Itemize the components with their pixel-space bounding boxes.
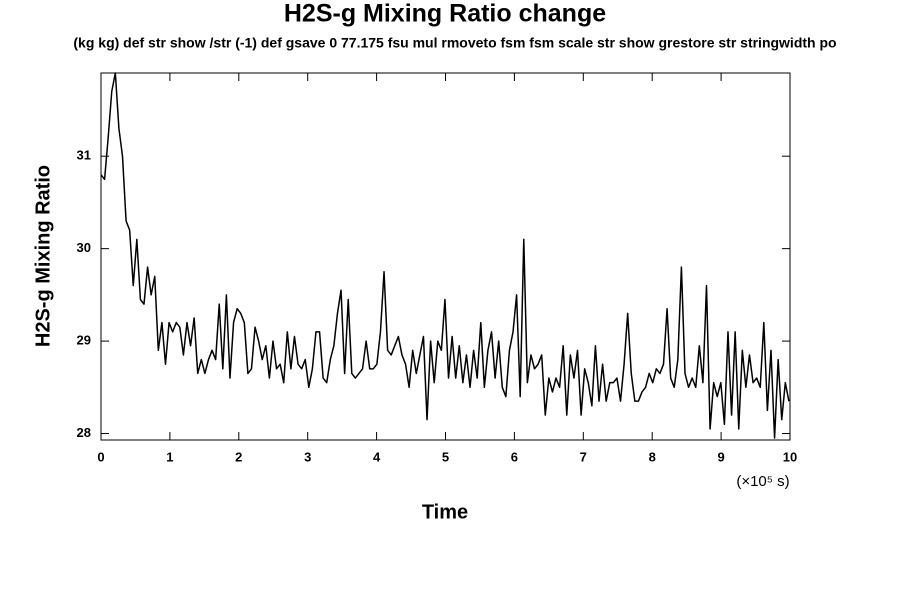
y-tick-label: 31 [77, 148, 91, 163]
x-axis-unit: (×10⁵ s) [736, 473, 789, 490]
x-tick-label: 5 [442, 449, 449, 464]
x-tick-label: 9 [717, 449, 724, 464]
chart-subtitle: (kg kg) def str show /str (-1) def gsave… [73, 35, 836, 51]
x-tick-label: 10 [783, 449, 797, 464]
chart-title: H2S-g Mixing Ratio change [284, 0, 606, 28]
y-tick-label: 29 [77, 333, 91, 348]
x-tick-label: 6 [511, 449, 518, 464]
y-axis-label: H2S-g Mixing Ratio [32, 165, 54, 347]
y-tick-label: 30 [77, 240, 91, 255]
x-tick-label: 3 [304, 449, 311, 464]
y-tick-label: 28 [77, 425, 91, 440]
x-tick-label: 1 [166, 449, 173, 464]
data-line [100, 72, 790, 439]
x-tick-label: 0 [97, 449, 104, 464]
x-axis-label: Time [422, 501, 468, 523]
x-tick-label: 2 [235, 449, 242, 464]
plot-frame [100, 72, 791, 441]
x-tick-label: 4 [373, 449, 381, 464]
x-tick-label: 8 [649, 449, 656, 464]
x-tick-label: 7 [580, 449, 587, 464]
